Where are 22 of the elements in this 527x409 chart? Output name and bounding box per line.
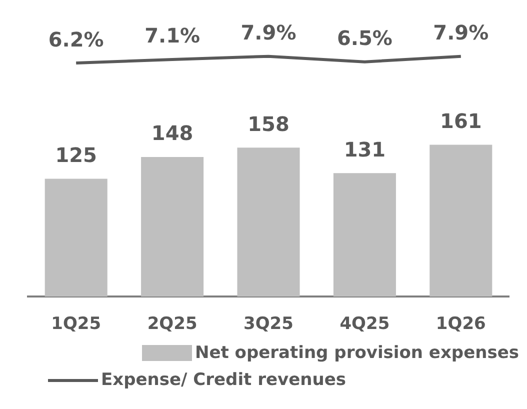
data-label: 158 [248, 112, 290, 136]
data-label: 161 [440, 108, 482, 133]
bar [237, 148, 300, 297]
data-label: 7.9% [433, 20, 489, 45]
legend-label: Net operating provision expenses [194, 343, 519, 363]
bar [44, 178, 108, 297]
data-label: 125 [55, 142, 97, 167]
bar [141, 157, 204, 297]
data-label: 6.2% [48, 27, 104, 52]
x-tick-label: 4Q25 [340, 314, 390, 334]
x-tick-label: 1Q25 [51, 314, 102, 334]
data-label: 7.9% [240, 20, 296, 45]
data-label: 148 [151, 121, 194, 146]
x-tick-label: 3Q25 [244, 314, 294, 334]
data-label: 131 [344, 137, 386, 162]
legend-label: Expense/ Credit revenues [101, 370, 346, 390]
x-tick-label: 2Q25 [147, 314, 198, 334]
bar [430, 144, 492, 297]
x-tick-label: 1Q26 [436, 314, 486, 334]
data-label: 7.1% [144, 24, 200, 48]
data-label: 6.5% [336, 26, 392, 50]
bar [333, 173, 396, 297]
